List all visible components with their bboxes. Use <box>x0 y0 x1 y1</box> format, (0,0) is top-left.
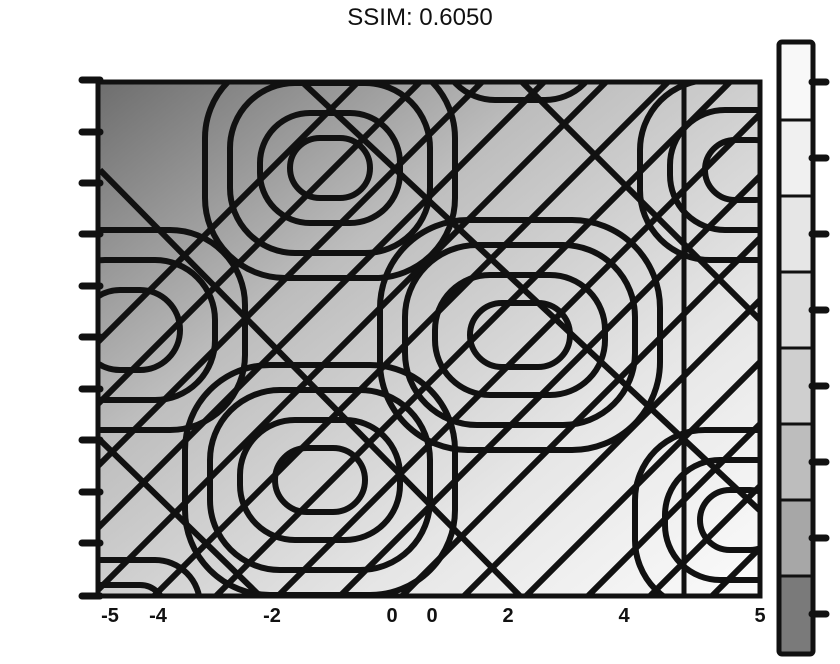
contour-diagonal <box>100 82 549 531</box>
x-tick-label: 5 <box>754 605 765 627</box>
chart-title: SSIM: 0.6050 <box>347 4 493 31</box>
x-tick-label: -2 <box>263 605 281 627</box>
x-tick-label: -4 <box>149 605 168 627</box>
contour-diagonal <box>397 233 760 596</box>
axes-extension-frame <box>681 79 763 599</box>
contour-loop <box>287 135 373 201</box>
contour-diagonal <box>583 419 760 596</box>
x-tick-label: 4 <box>618 605 630 627</box>
contour-diagonal <box>335 171 760 596</box>
contour-diagonal <box>100 82 425 407</box>
contour-loop <box>100 582 165 596</box>
colorbar-cell <box>781 500 811 576</box>
contour-cross <box>100 167 523 596</box>
contour-loop <box>100 257 218 403</box>
contour-loop <box>475 10 565 70</box>
x-tick-label: 0 <box>426 605 437 627</box>
contour-loop <box>237 417 403 543</box>
contour-diagonal <box>211 82 735 596</box>
colorbar <box>776 39 830 657</box>
colorbar-cell <box>781 120 811 196</box>
colorbar-cell <box>781 424 811 500</box>
contour-loop <box>450 82 590 103</box>
colorbar-cells <box>781 44 811 652</box>
contour-diagonal <box>459 295 760 596</box>
contour-loop <box>100 557 203 596</box>
contour-loop <box>667 107 760 233</box>
colorbar-cell <box>781 272 811 348</box>
x-tick-label: 2 <box>502 605 513 627</box>
contour-diagonal <box>273 109 760 596</box>
colorbar-ticks <box>808 78 830 618</box>
y-axis-ticks <box>78 76 104 600</box>
colorbar-frame <box>776 39 816 657</box>
colorbar-cell <box>781 576 811 652</box>
contour-diagonal <box>100 82 487 469</box>
contour-diagonal <box>149 82 673 596</box>
contour-cross <box>297 82 760 515</box>
contour-loop <box>632 427 760 596</box>
x-axis-ticks: -5 -4 -2 0 0 2 4 5 <box>101 605 765 627</box>
contour-loop <box>272 445 368 515</box>
contour-diagonal <box>100 82 363 345</box>
contour-diagonal <box>645 481 760 596</box>
colorbar-cell <box>781 44 811 120</box>
x-tick-label: -5 <box>101 605 119 627</box>
colorbar-cell <box>781 348 811 424</box>
colorbar-cell <box>781 196 811 272</box>
contour-loop <box>402 242 638 428</box>
contour-diagonal <box>521 357 760 596</box>
x-tick-label: 0 <box>386 605 397 627</box>
contour-cross <box>517 82 760 325</box>
contour-cross <box>100 437 263 596</box>
